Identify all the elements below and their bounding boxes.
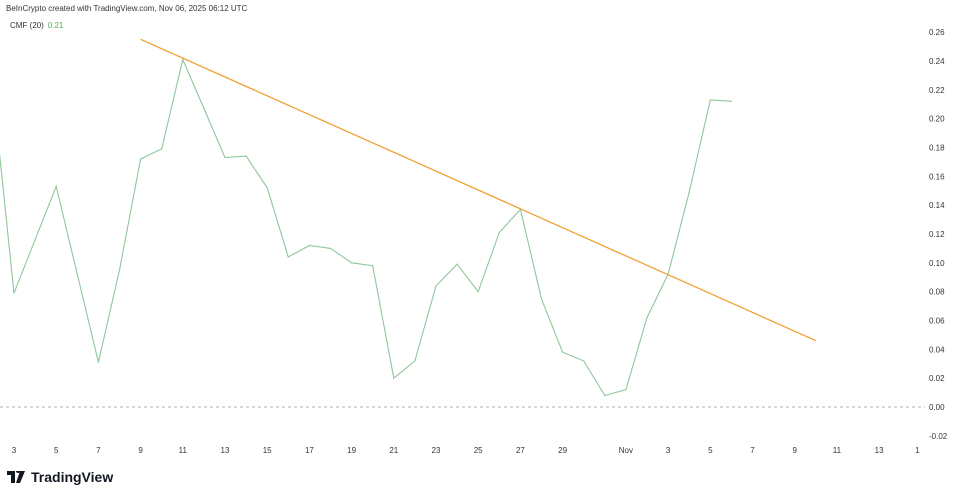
cmf-data-point [688, 191, 690, 193]
x-tick-label: 27 [516, 446, 525, 455]
cmf-data-point [55, 185, 57, 187]
x-tick-label: Nov [619, 446, 633, 455]
cmf-data-point [34, 239, 36, 241]
cmf-data-point [203, 107, 205, 110]
cmf-data-point [76, 273, 78, 275]
tradingview-logo: TradingView [7, 469, 113, 485]
cmf-data-point [646, 316, 648, 319]
cmf-data-point [161, 148, 163, 150]
y-tick-label: -0.02 [929, 432, 948, 441]
y-tick-label: 0.10 [929, 259, 945, 268]
cmf-data-point [498, 231, 500, 234]
cmf-data-point [118, 269, 121, 271]
cmf-data-point [456, 263, 458, 265]
cmf-data-point [540, 298, 543, 300]
x-tick-label: 13 [221, 446, 230, 455]
x-tick-label: 13 [875, 446, 884, 455]
cmf-data-point [287, 256, 289, 258]
y-tick-label: 0.00 [929, 403, 945, 412]
y-tick-label: 0.18 [929, 143, 945, 152]
x-tick-label: 15 [263, 446, 272, 455]
descending-trendline [140, 38, 817, 342]
cmf-series-line [0, 57, 732, 397]
y-tick-label: 0.02 [929, 374, 945, 383]
x-tick-label: 29 [558, 446, 567, 455]
x-tick-label: 19 [347, 446, 356, 455]
cmf-data-point [583, 360, 585, 362]
cmf-data-point [477, 291, 479, 293]
x-tick-label: 11 [179, 446, 188, 455]
cmf-data-point [140, 158, 142, 160]
indicator-legend[interactable]: CMF (20) 0.21 [10, 21, 63, 30]
cmf-data-point [266, 187, 268, 189]
x-tick-label: 1 [915, 446, 920, 455]
x-tick-label: 11 [833, 446, 842, 455]
indicator-name: CMF (20) [10, 21, 44, 30]
cmf-data-point [13, 292, 15, 294]
cmf-data-point [351, 262, 353, 264]
tradingview-logo-icon [7, 471, 25, 483]
x-tick-label: 3 [666, 446, 671, 455]
cmf-data-point [97, 361, 99, 363]
cmf-data-point [245, 155, 247, 157]
x-tick-label: 25 [474, 446, 483, 455]
cmf-data-point [625, 389, 627, 391]
x-tick-label: 17 [305, 446, 314, 455]
x-tick-label: 5 [708, 446, 713, 455]
y-tick-label: 0.16 [929, 172, 945, 181]
x-tick-label: 9 [138, 446, 143, 455]
cmf-data-point [372, 265, 374, 267]
y-tick-label: 0.08 [929, 288, 945, 297]
y-tick-label: 0.12 [929, 230, 945, 239]
cmf-data-point [329, 247, 332, 249]
x-tick-label: 3 [12, 446, 17, 455]
x-tick-label: 5 [54, 446, 59, 455]
cmf-data-point [308, 244, 310, 247]
cmf-data-point [604, 394, 606, 397]
y-tick-label: 0.26 [929, 28, 945, 37]
cmf-data-point [730, 100, 733, 102]
cmf-data-point [709, 99, 711, 101]
y-tick-label: 0.04 [929, 345, 945, 354]
logo-text: TradingView [31, 469, 114, 485]
cmf-data-point [393, 377, 395, 379]
x-tick-label: 7 [750, 446, 755, 455]
y-tick-label: 0.22 [929, 86, 945, 95]
y-tick-label: 0.20 [929, 115, 945, 124]
y-tick-label: 0.14 [929, 201, 945, 210]
cmf-data-point [435, 285, 437, 287]
cmf-data-point [224, 156, 226, 159]
chart-credit: BeInCrypto created with TradingView.com,… [6, 4, 248, 13]
cmf-data-point [414, 360, 416, 362]
indicator-value: 0.21 [47, 21, 64, 30]
x-tick-label: 21 [389, 446, 398, 455]
y-tick-label: 0.24 [929, 57, 945, 66]
cmf-data-point [562, 351, 564, 353]
x-tick-label: 23 [432, 446, 441, 455]
x-tick-label: 7 [96, 446, 101, 455]
x-tick-label: 9 [792, 446, 797, 455]
cmf-data-point [182, 58, 184, 61]
y-tick-label: 0.06 [929, 316, 945, 325]
